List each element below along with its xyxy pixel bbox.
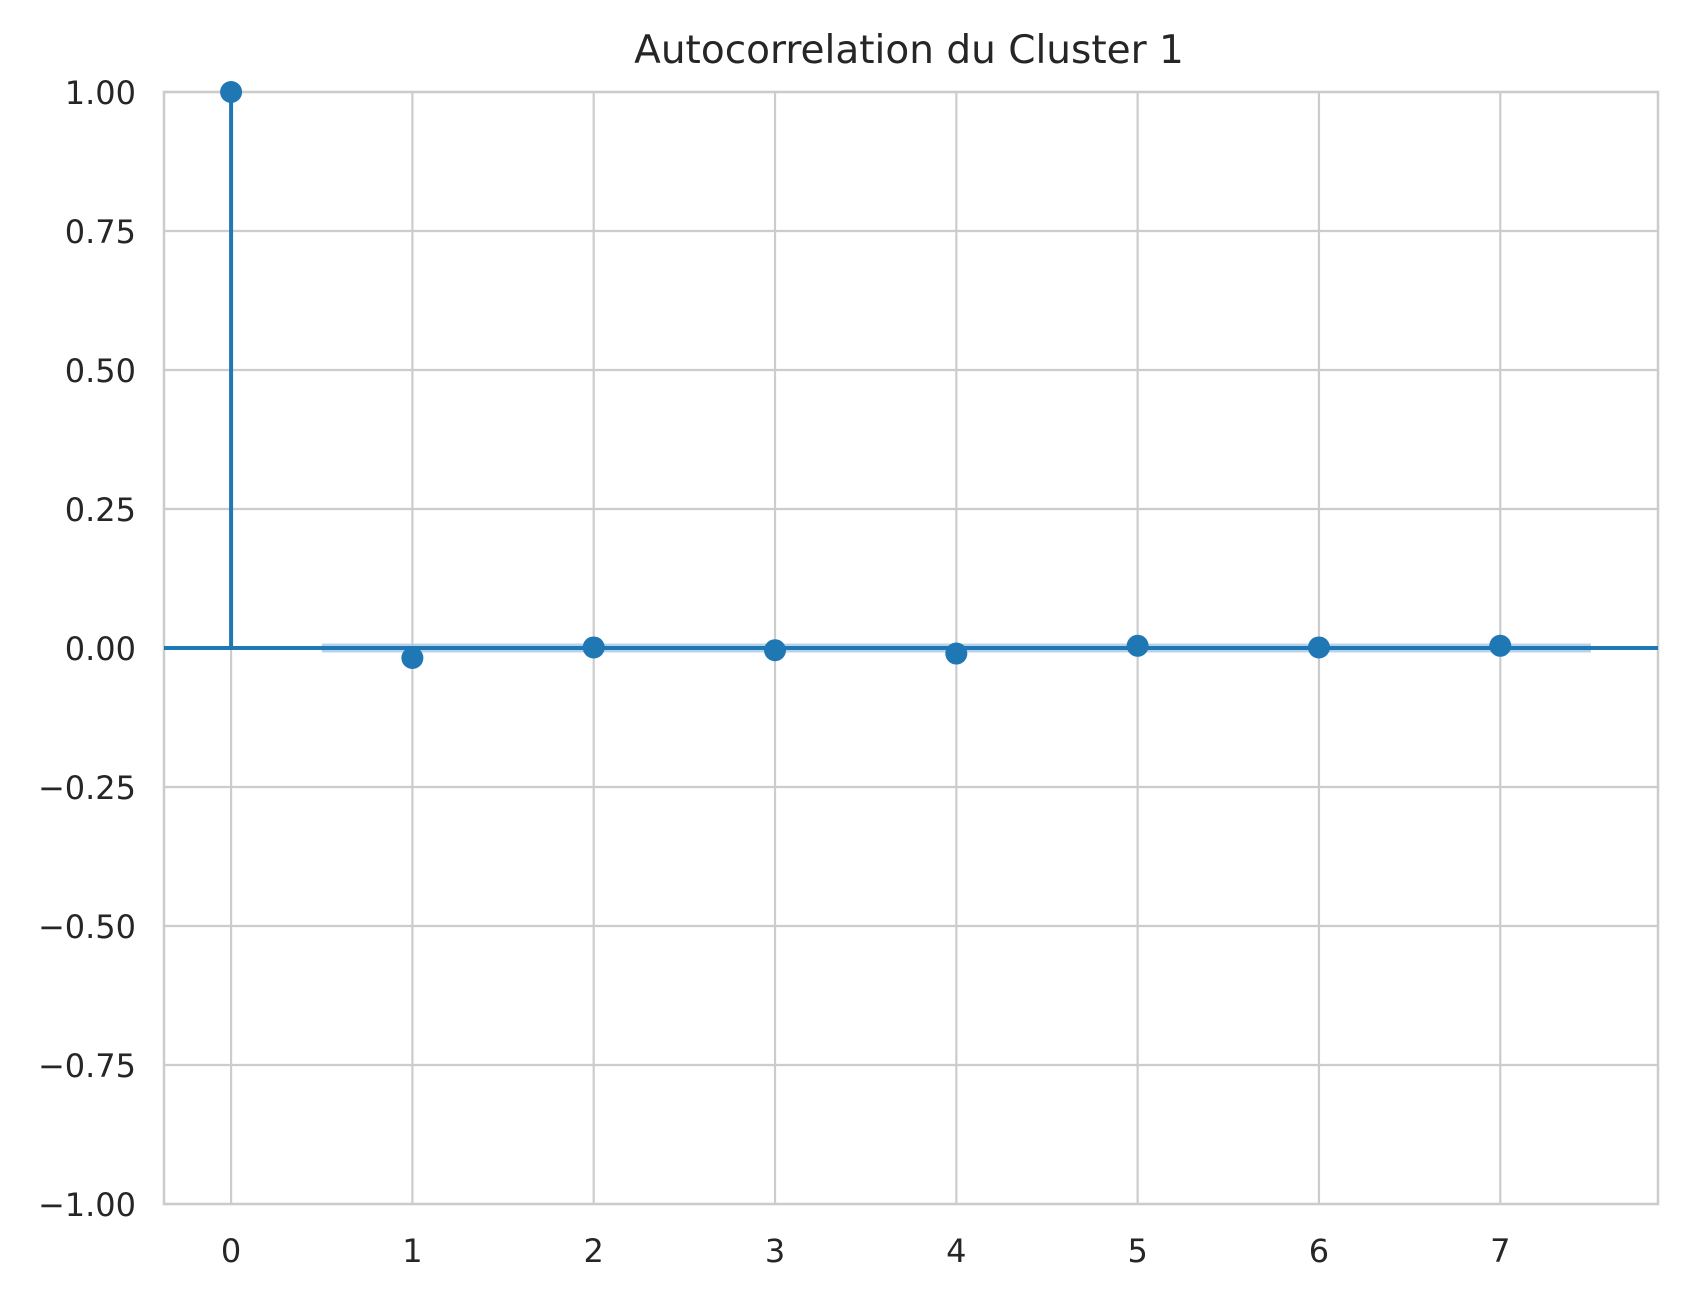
x-tick-labels: 0 1 2 3 4 5 6 7 (221, 1232, 1511, 1270)
y-tick-label: 0.50 (65, 352, 136, 390)
y-tick-label: 0.75 (65, 213, 136, 251)
marker-lag-7 (1489, 634, 1512, 657)
marker-lag-4 (945, 642, 968, 665)
x-tick-label: 7 (1490, 1232, 1510, 1270)
marker-lag-6 (1307, 636, 1330, 659)
x-tick-label: 0 (221, 1232, 241, 1270)
y-tick-label: −1.00 (38, 1186, 136, 1224)
y-tick-label: −0.50 (38, 908, 136, 946)
x-tick-label: 4 (946, 1232, 966, 1270)
marker-lag-0 (220, 81, 243, 103)
chart-title: Autocorrelation du Cluster 1 (634, 28, 1184, 73)
x-tick-label: 2 (584, 1232, 604, 1270)
marker-lag-3 (764, 639, 787, 662)
y-tick-label: 1.00 (65, 74, 136, 112)
x-tick-label: 5 (1127, 1232, 1147, 1270)
markers (220, 81, 1512, 670)
marker-lag-1 (401, 647, 424, 670)
y-tick-label: −0.75 (38, 1047, 136, 1085)
y-tick-label: 0.25 (65, 491, 136, 529)
marker-lag-2 (582, 636, 605, 659)
x-tick-label: 1 (402, 1232, 422, 1270)
y-tick-label: −0.25 (38, 769, 136, 807)
marker-lag-5 (1126, 634, 1149, 657)
y-tick-labels: 1.00 0.75 0.50 0.25 0.00 −0.25 −0.50 −0.75 −1.00 (38, 74, 136, 1224)
x-tick-label: 6 (1309, 1232, 1329, 1270)
y-tick-label: 0.00 (65, 630, 136, 668)
x-tick-label: 3 (765, 1232, 785, 1270)
